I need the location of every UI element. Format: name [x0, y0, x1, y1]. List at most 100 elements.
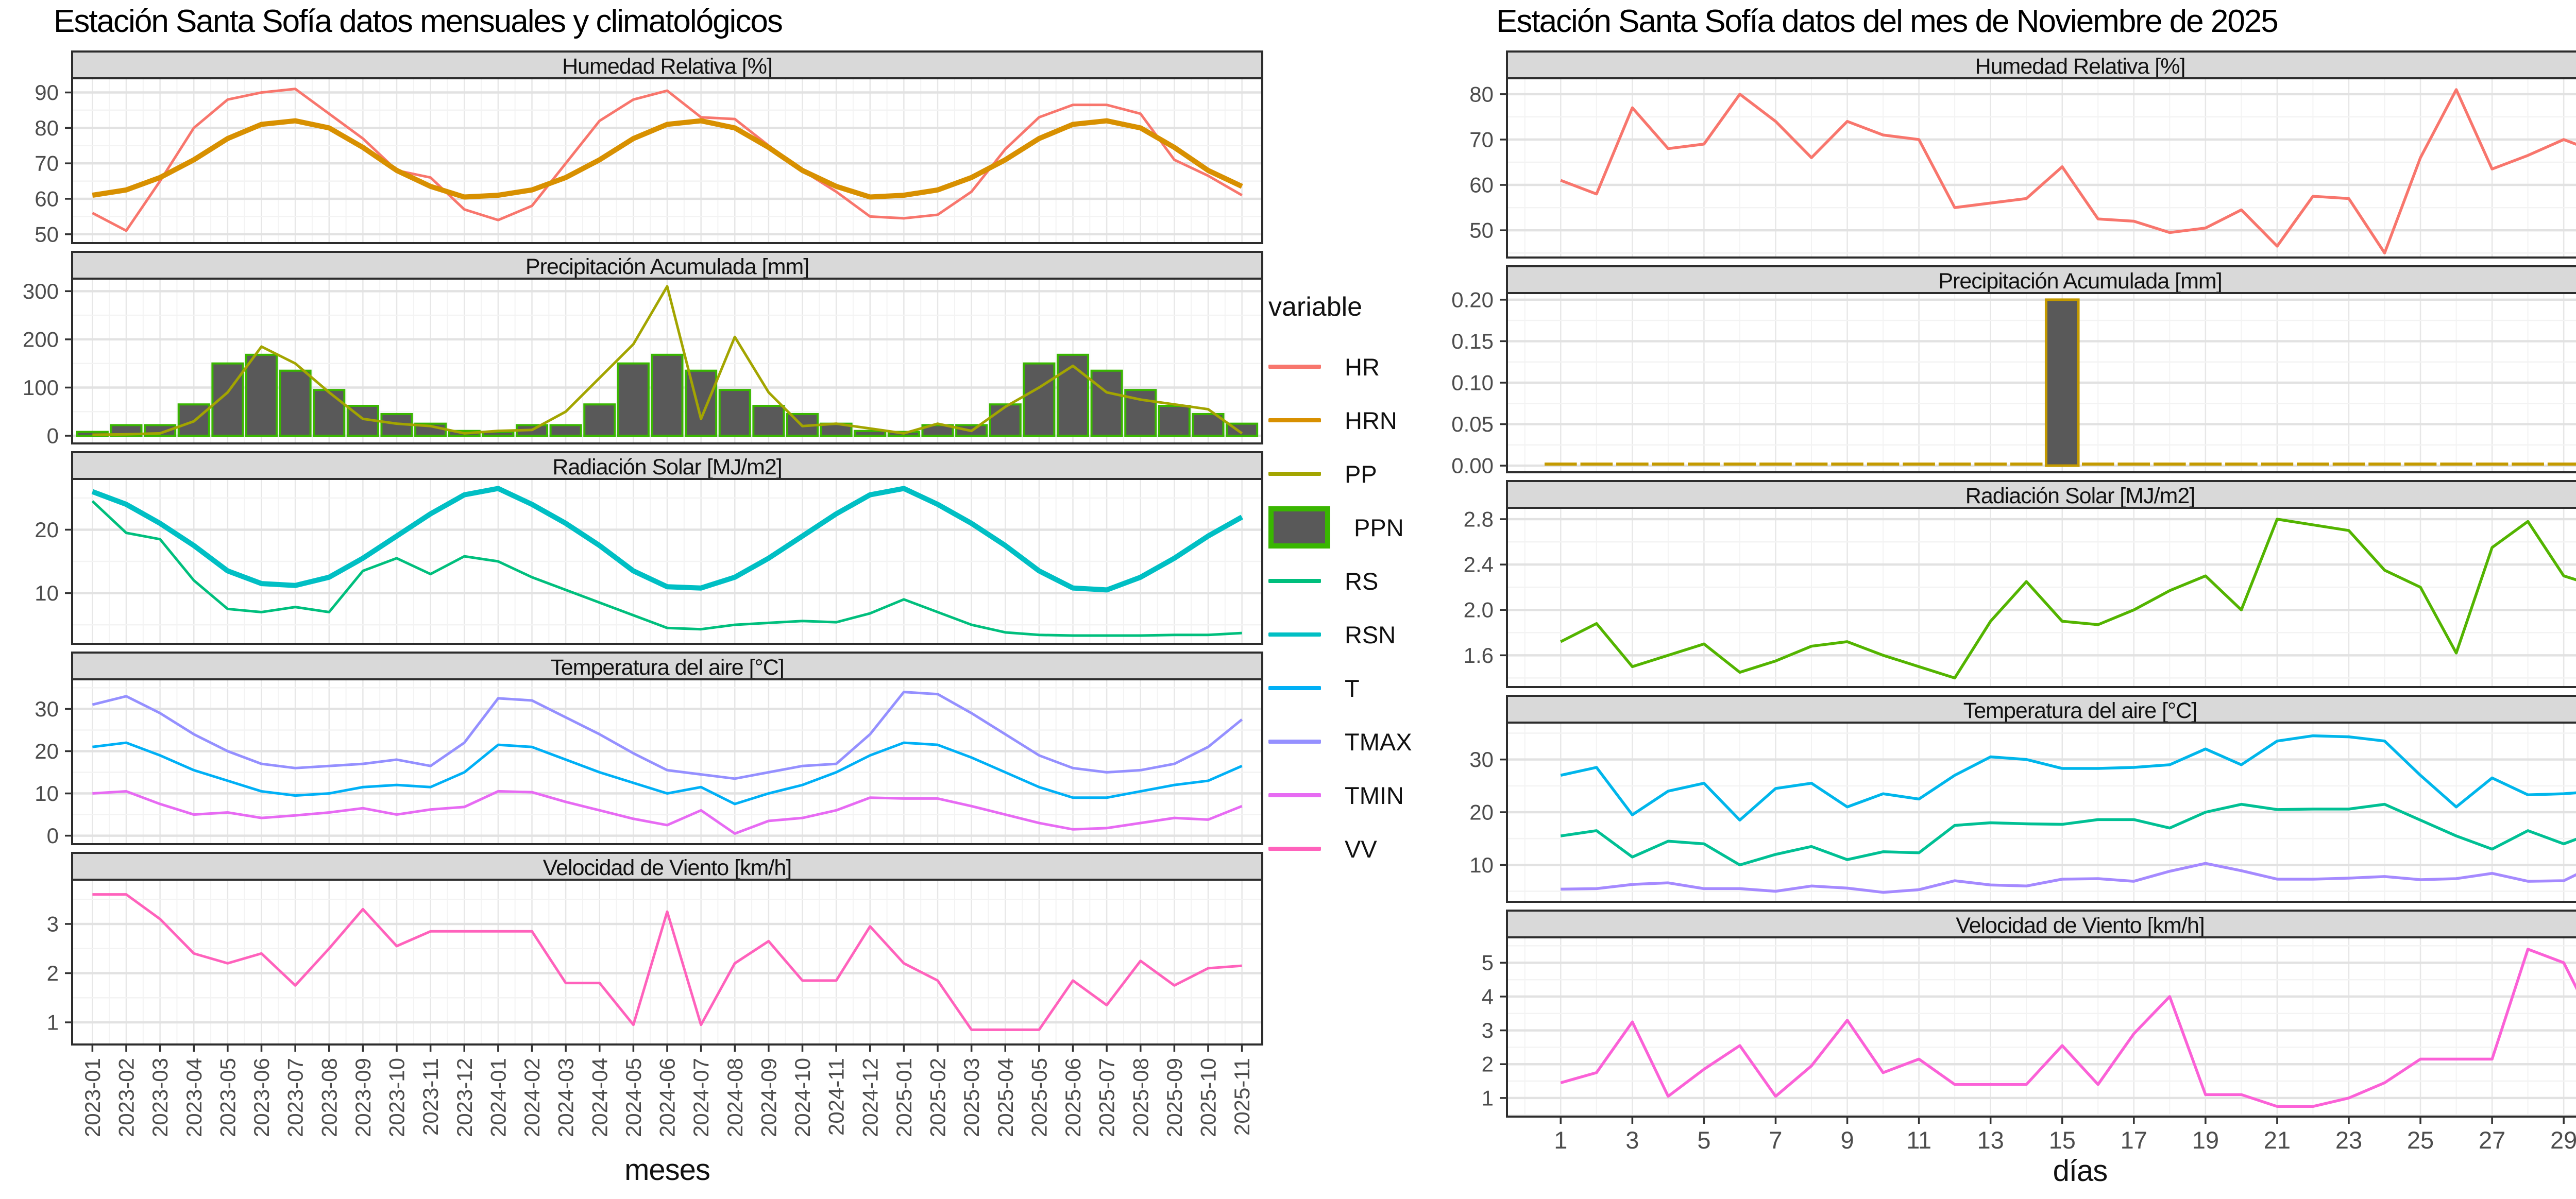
x-tick-label: 2024-06 — [655, 1058, 680, 1137]
gridlines — [1507, 937, 2576, 1117]
x-tick-label: 2024-05 — [621, 1058, 646, 1137]
x-tick-label: 21 — [2264, 1126, 2291, 1154]
y-tick-label: 0.05 — [1451, 412, 1494, 436]
bar-PP — [2512, 463, 2544, 466]
y-tick-label: 60 — [1469, 173, 1494, 197]
x-tick-label: 23 — [2335, 1126, 2362, 1154]
x-tick-label: 2025-11 — [1230, 1058, 1254, 1136]
gridlines — [1507, 293, 2576, 472]
series-VV-line — [1560, 948, 2576, 1108]
legend-item-TMAX: TMAX — [1268, 715, 1412, 768]
monthly-plot-area: Humedad Relativa [%] 50 60 70 80 90 Precipitac… — [23, 50, 1263, 1137]
x-tick-label: 29 — [2550, 1126, 2576, 1154]
bar-PPN — [549, 424, 582, 437]
panel-bg — [1507, 937, 2576, 1117]
panel-title: Precipitación Acumulada [mm] — [1938, 269, 2222, 294]
x-tick-label: 2024-03 — [554, 1058, 578, 1137]
bar-PPN — [313, 389, 346, 437]
x-tick-label: 2023-09 — [351, 1058, 375, 1137]
x-tick-label: 2023-11 — [418, 1058, 443, 1136]
chart-title-november: Estación Santa Sofía datos del mes de No… — [1496, 4, 2279, 39]
x-tick-label: 2023-07 — [283, 1058, 308, 1137]
bar-PP — [1867, 463, 1900, 466]
panel-title: Temperatura del aire [°C] — [550, 655, 784, 680]
bar-PP — [2476, 463, 2509, 466]
legend-item-PP: PP — [1268, 447, 1412, 501]
legend-item-HR: HR — [1268, 340, 1412, 393]
series-PP-line — [92, 285, 1243, 436]
bar-PP — [2404, 463, 2437, 466]
y-tick-label: 60 — [35, 186, 59, 211]
series-T-line — [1560, 802, 2576, 867]
legend-item-TMIN: TMIN — [1268, 768, 1412, 822]
x-tick-label: 17 — [2121, 1126, 2147, 1154]
y-tick-label: 2.0 — [1464, 598, 1494, 622]
x-tick-label: 2024-12 — [858, 1058, 882, 1137]
x-tick-label: 2024-07 — [689, 1058, 713, 1137]
bar-PP — [2117, 463, 2150, 466]
x-tick-label: 2024-02 — [520, 1058, 544, 1137]
y-tick-label: 1.6 — [1464, 643, 1494, 667]
bar-PP — [2225, 463, 2258, 466]
legend-label-TMAX: TMAX — [1345, 728, 1412, 756]
bar-PPN — [1090, 369, 1123, 437]
series-TMAX-line — [1560, 734, 2576, 822]
bar-PPN — [1158, 405, 1191, 437]
y-tick-label: 90 — [35, 80, 59, 105]
y-tick-label: 0.00 — [1451, 454, 1494, 478]
panel-title: Velocidad de Viento [km/h] — [543, 855, 791, 880]
right-plot-svg: Humedad Relativa [%] 50 60 70 80 Precipitació… — [1451, 50, 2576, 1154]
bar-PPN — [1056, 353, 1090, 437]
bar-PPN — [617, 362, 650, 437]
bar-PP — [2154, 463, 2186, 466]
bar-PP — [2261, 463, 2294, 466]
bar-PPN — [752, 405, 785, 437]
series-RS-line — [1560, 518, 2576, 680]
series-HR-line — [1560, 88, 2576, 254]
bar-PP — [1616, 463, 1649, 466]
bar-PP — [1652, 463, 1685, 466]
y-tick-label: 3 — [47, 912, 59, 936]
bar-PP — [1831, 463, 1863, 466]
legend-bar-swatch-icon-PPN — [1268, 506, 1330, 549]
x-tick-label: 2025-06 — [1061, 1058, 1085, 1137]
x-tick-label: 2023-03 — [148, 1058, 172, 1137]
bar-PP — [1974, 463, 2007, 466]
bar-PP — [1759, 463, 1792, 466]
y-tick-label: 2 — [47, 961, 59, 985]
y-tick-label: 20 — [35, 518, 59, 542]
bar-PP — [2297, 463, 2329, 466]
chart-title-monthly: Estación Santa Sofía datos mensuales y c… — [54, 4, 783, 39]
legend-line-swatch-icon-RSN — [1268, 632, 1321, 637]
y-tick-label: 20 — [1469, 800, 1494, 825]
series-PPN — [76, 353, 1259, 437]
monthly-legend: variable HR HRN PP PPN RS RSN T TMAX TMIN VV — [1268, 292, 1412, 876]
legend-line-swatch-icon-VV — [1268, 847, 1321, 851]
x-tick-label: 15 — [2049, 1126, 2076, 1154]
y-tick-label: 0.10 — [1451, 371, 1494, 395]
legend-line-swatch-icon-TMIN — [1268, 793, 1321, 797]
y-tick-label: 0 — [47, 424, 59, 448]
series-TMIN-line — [1561, 862, 2576, 894]
x-tick-label: 13 — [1977, 1126, 2004, 1154]
x-tick-label: 2023-04 — [182, 1058, 206, 1137]
bar-PP — [2547, 463, 2576, 466]
bar-PP — [1545, 463, 1577, 466]
y-tick-label: 10 — [1469, 853, 1494, 877]
legend-line-swatch-icon-TMAX — [1268, 740, 1321, 744]
series-VV-line — [92, 893, 1242, 1031]
x-tick-label: 2025-07 — [1095, 1058, 1119, 1137]
x-tick-label: 9 — [1840, 1126, 1854, 1154]
y-tick-label: 30 — [35, 697, 59, 721]
legend-line-swatch-icon-T — [1268, 686, 1321, 690]
y-tick-label: 30 — [1469, 747, 1494, 772]
bar-PP — [1688, 463, 1720, 466]
bar-PP — [1723, 463, 1756, 466]
gridlines — [1507, 508, 2576, 687]
bar-PP — [2368, 463, 2401, 466]
bar-PP — [2189, 463, 2222, 466]
y-tick-label: 4 — [1482, 984, 1494, 1008]
bar-PPN — [651, 353, 684, 437]
legend-label-VV: VV — [1345, 835, 1377, 863]
bar-PP — [2440, 463, 2472, 466]
